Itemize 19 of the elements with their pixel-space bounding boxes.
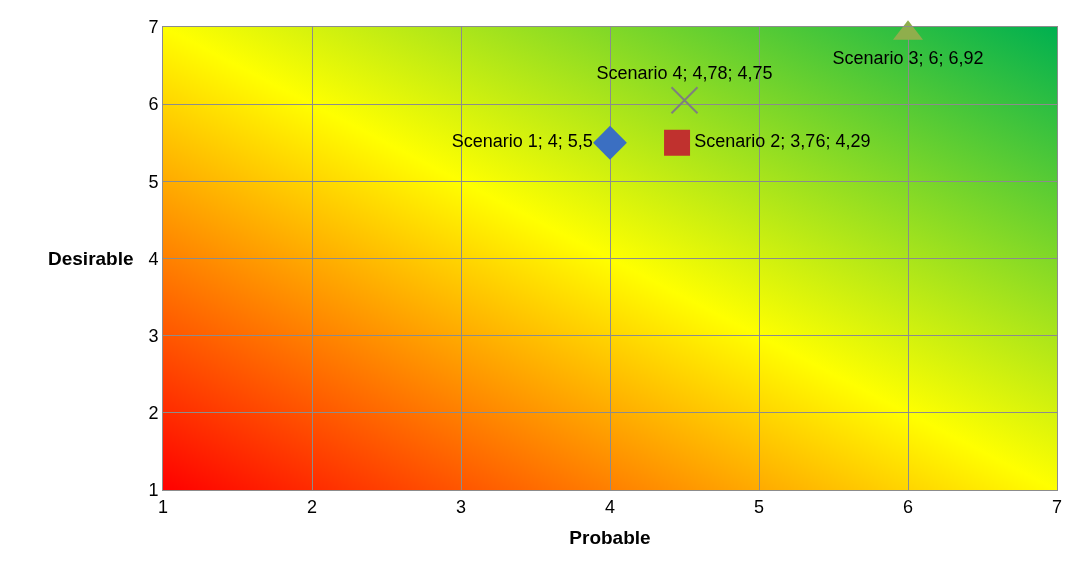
y-tick-label: 4 [148, 248, 159, 269]
data-label: Scenario 2; 3,76; 4,29 [694, 131, 871, 152]
y-tick-label: 5 [148, 171, 159, 192]
x-tick-label: 2 [306, 496, 318, 517]
data-label: Scenario 1; 4; 5,5 [451, 131, 593, 152]
x-tick-label: 5 [753, 496, 765, 517]
y-tick-label: 6 [148, 94, 159, 115]
y-tick-label: 1 [148, 480, 159, 501]
data-label: Scenario 3; 6; 6,92 [832, 47, 984, 68]
y-axis-title: Desirable [48, 248, 134, 269]
y-tick-label: 3 [148, 325, 159, 346]
x-axis-title: Probable [569, 527, 651, 549]
x-tick-label: 6 [902, 496, 914, 517]
y-tick-label: 2 [148, 403, 159, 424]
data-label: Scenario 4; 4,78; 4,75 [596, 62, 773, 83]
x-tick-label: 7 [1051, 496, 1063, 517]
y-tick-label: 7 [148, 17, 159, 38]
x-tick-label: 3 [455, 496, 467, 517]
x-tick-label: 4 [604, 496, 616, 517]
